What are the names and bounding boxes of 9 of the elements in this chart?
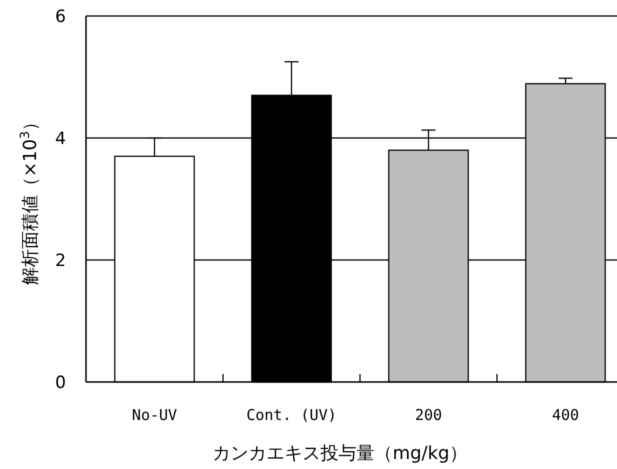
x-tick-label: Cont. (UV) xyxy=(246,406,337,424)
y-tick-label: 6 xyxy=(55,6,66,27)
x-tick-label: 200 xyxy=(414,406,442,424)
y-tick-label: 2 xyxy=(55,250,66,271)
y-tick-label: 0 xyxy=(55,372,66,393)
y-tick-label: 4 xyxy=(55,128,66,149)
x-tick-label: No-UV xyxy=(132,406,178,424)
x-tick-label: 400 xyxy=(552,406,580,424)
x-axis-title: カンカエキス投与量（mg/kg） xyxy=(212,443,468,464)
